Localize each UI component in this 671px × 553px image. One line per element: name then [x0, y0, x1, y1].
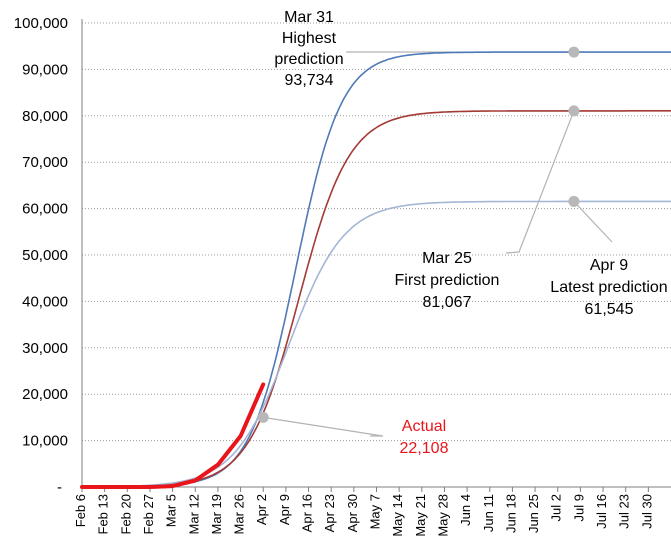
y-tick-label: 80,000	[22, 108, 68, 125]
annotation-label-first: 81,067	[423, 294, 472, 311]
x-tick-label: Apr 2	[254, 494, 269, 525]
x-tick-label: Jun 25	[526, 494, 541, 533]
y-tick-label: 40,000	[22, 293, 68, 310]
x-tick-label: May 28	[435, 494, 450, 537]
annotation-dots	[258, 47, 580, 423]
x-tick-label: Apr 30	[345, 494, 360, 532]
x-tick-label: Jul 30	[639, 494, 654, 529]
series-line-first	[82, 111, 671, 487]
series-line-highest	[82, 52, 671, 487]
series-line-latest	[82, 201, 671, 487]
annotation-label-highest: prediction	[274, 51, 343, 68]
y-tick-label: 30,000	[22, 340, 68, 357]
annotation-dot-first	[568, 105, 579, 116]
annotation-dot-latest	[568, 196, 579, 207]
annotation-label-actual: 22,108	[400, 440, 449, 457]
annotation-label-latest: 61,545	[585, 301, 634, 318]
y-tick-label: 50,000	[22, 247, 68, 264]
annotation-labels: Mar 31 Highest prediction 93,734 Mar 25 First…	[274, 9, 667, 457]
x-tick-label: May 14	[390, 494, 405, 537]
x-tick-label: Jul 9	[571, 494, 586, 521]
annotation-label-actual: Actual	[402, 418, 446, 435]
y-tick-label: 20,000	[22, 386, 68, 403]
leader-lines	[263, 52, 612, 436]
annotation-label-latest: Apr 9	[590, 257, 628, 274]
y-tick-label: 70,000	[22, 154, 68, 171]
x-tick-label: May 21	[413, 494, 428, 537]
x-tick-label: Jun 11	[481, 494, 496, 532]
x-tick-label: Feb 27	[141, 494, 156, 534]
annotation-label-highest: Mar 31	[284, 9, 334, 26]
x-tick-label: Mar 5	[164, 494, 179, 527]
x-tick-label: Apr 23	[322, 494, 337, 532]
x-tick-label: Mar 26	[232, 494, 247, 534]
series-lines	[82, 52, 671, 487]
x-tick-label: May 7	[368, 494, 383, 529]
annotation-label-highest: Highest	[282, 30, 337, 47]
x-tick-labels: Feb 6 Feb 13 Feb 20 Feb 27 Mar 5 Mar 12 Mar 19…	[73, 494, 654, 537]
y-tick-label: -	[57, 479, 62, 496]
y-tick-labels: - 10,000 20,000 30,000 40,000 50,000 60,000 70,…	[14, 15, 68, 496]
annotation-dot-highest	[568, 47, 579, 58]
x-tick-label: Apr 16	[300, 494, 315, 532]
leader-line-first	[506, 111, 574, 253]
x-tick-label: Jun 4	[458, 494, 473, 526]
x-tick-label: Mar 12	[186, 494, 201, 534]
annotation-label-first: First prediction	[395, 272, 500, 289]
annotation-label-highest: 93,734	[285, 72, 334, 89]
x-tick-label: Jul 23	[617, 494, 632, 529]
x-tick-label: Jul 16	[594, 494, 609, 529]
y-tick-label: 100,000	[14, 15, 68, 32]
x-tick-label: Feb 6	[73, 494, 88, 527]
x-tick-label: Feb 20	[118, 494, 133, 534]
grid	[82, 23, 671, 441]
x-tick-label: Mar 19	[209, 494, 224, 534]
x-tick-label: Jun 18	[503, 494, 518, 533]
annotation-dot-actual	[258, 412, 269, 423]
leader-line-latest	[574, 201, 612, 242]
x-tick-label: Jul 2	[549, 494, 564, 521]
x-tick-label: Feb 13	[96, 494, 111, 534]
x-tick-label: Apr 9	[277, 494, 292, 525]
y-tick-label: 10,000	[22, 433, 68, 450]
y-tick-label: 90,000	[22, 61, 68, 78]
leader-line-actual	[263, 417, 383, 436]
y-tick-label: 60,000	[22, 201, 68, 218]
annotation-label-latest: Latest prediction	[550, 279, 667, 296]
series-line-actual	[82, 384, 263, 487]
annotation-label-first: Mar 25	[422, 250, 472, 267]
